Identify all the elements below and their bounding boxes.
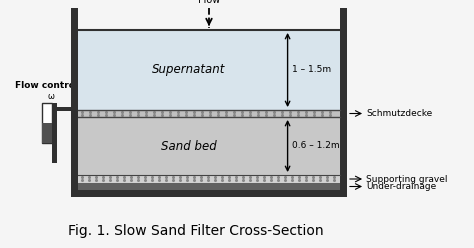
Bar [71,183,347,190]
Bar [71,190,347,197]
Bar [340,8,347,30]
Text: Sand bed: Sand bed [161,139,217,153]
Text: 0.6 – 1.2m: 0.6 – 1.2m [292,142,339,151]
Bar [78,175,340,183]
Bar [42,123,52,143]
Text: Supernatant: Supernatant [152,63,226,76]
Text: Flow control: Flow control [16,81,79,90]
Text: 1 – 1.5m: 1 – 1.5m [292,65,331,74]
Bar [78,30,340,110]
Text: Flow: Flow [198,0,220,5]
Text: Supporting gravel: Supporting gravel [366,175,447,184]
Bar [78,117,340,175]
Bar [52,103,57,163]
Text: Schmutzdecke: Schmutzdecke [366,109,432,118]
Text: Fig. 1. Slow Sand Filter Cross-Section: Fig. 1. Slow Sand Filter Cross-Section [68,224,324,238]
Bar [71,22,78,190]
Text: ω: ω [47,92,55,101]
Text: Under-drainage: Under-drainage [366,182,436,191]
Bar [42,103,52,143]
Bar [57,107,71,111]
Bar [78,110,340,117]
Bar [71,8,78,30]
Bar [340,22,347,190]
